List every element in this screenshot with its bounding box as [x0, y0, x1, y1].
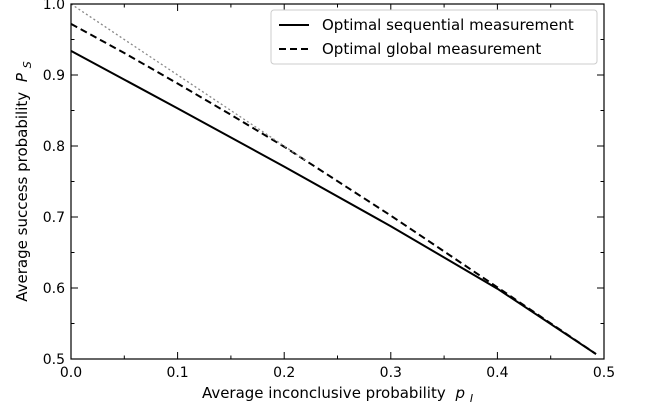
- y-tick-label: 0.8: [43, 139, 65, 155]
- series-line-2: [70, 3, 306, 161]
- series-layer: [70, 3, 597, 355]
- x-tick-label: 0.0: [60, 365, 82, 381]
- y-axis-label: Average success probability P S: [13, 61, 34, 301]
- series-line-0: [70, 49, 597, 355]
- x-axis-label-subscript: I: [470, 392, 473, 405]
- y-axis-label-text: Average success probability: [13, 92, 31, 302]
- y-axis-label-subscript: S: [21, 61, 34, 68]
- x-tick-label: 0.5: [593, 365, 615, 381]
- y-tick-label: 1.0: [43, 0, 65, 13]
- x-axis-label-symbol: p: [455, 384, 466, 402]
- x-axis-label-text: Average inconclusive probability: [202, 384, 446, 402]
- x-axis-label: Average inconclusive probability p I: [202, 384, 473, 405]
- legend-label-global: Optimal global measurement: [322, 40, 541, 58]
- legend-label-sequential: Optimal sequential measurement: [322, 16, 574, 34]
- legend: Optimal sequential measurement Optimal g…: [270, 9, 598, 65]
- y-tick-label: 0.9: [43, 68, 65, 84]
- series-line-1: [70, 23, 597, 355]
- x-tick-label: 0.3: [380, 365, 402, 381]
- y-tick-label: 0.7: [43, 210, 65, 226]
- x-tick-label: 0.4: [486, 365, 508, 381]
- x-tick-label: 0.2: [273, 365, 295, 381]
- y-tick-label: 0.6: [43, 281, 65, 297]
- x-tick-label: 0.1: [166, 365, 188, 381]
- ticks-layer: 0.0 0.1 0.2 0.3 0.4 0.5 0.5 0.6 0.7 0.8 0.9 1.0: [43, 0, 615, 381]
- y-tick-label: 0.5: [43, 352, 65, 368]
- y-axis-label-symbol: P: [13, 72, 31, 82]
- legend-box: [270, 9, 598, 65]
